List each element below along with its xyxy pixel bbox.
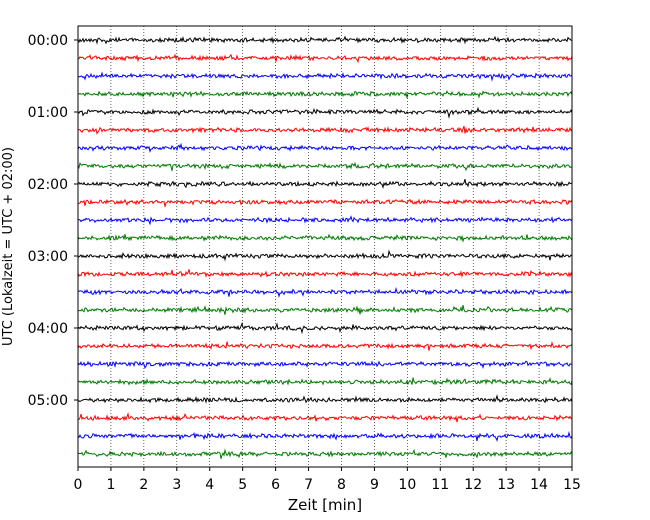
trace-line (77, 215, 573, 226)
x-tick-label: 1 (106, 477, 115, 493)
x-tick-label: 15 (563, 477, 581, 493)
y-axis: 00:00 01:00 02:00 03:00 04:00 05:00 (28, 33, 78, 409)
y-tick-label: 00:00 (28, 33, 68, 49)
trace-line (77, 125, 573, 135)
trace-line (77, 142, 573, 154)
x-tick-label: 3 (172, 477, 181, 493)
trace-line (77, 269, 573, 279)
x-tick-label: 6 (271, 477, 280, 493)
trace-line (77, 448, 573, 459)
trace-line (77, 161, 573, 172)
trace-line (77, 304, 573, 315)
y-tick-label: 03:00 (28, 249, 68, 265)
trace-line (77, 53, 573, 64)
x-tick-label: 5 (238, 477, 247, 493)
y-axis-label: UTC (Lokalzeit = UTC + 02:00) (1, 147, 16, 346)
trace-line (77, 233, 573, 243)
x-tick-label: 9 (370, 477, 379, 493)
plot-frame (77, 25, 573, 468)
trace-line (77, 377, 573, 386)
trace-line (77, 249, 573, 262)
y-tick-label: 04:00 (28, 321, 68, 337)
x-tick-label: 10 (398, 477, 416, 493)
y-tick-label: 02:00 (28, 177, 68, 193)
x-tick-label: 7 (304, 477, 313, 493)
x-tick-label: 12 (464, 477, 482, 493)
trace-line (77, 430, 573, 442)
trace-line (77, 360, 573, 370)
trace-line (77, 35, 573, 45)
x-tick-label: 2 (139, 477, 148, 493)
x-tick-label: 11 (431, 477, 449, 493)
x-tick-label: 14 (530, 477, 548, 493)
x-tick-label: 8 (337, 477, 346, 493)
trace-group (77, 35, 573, 459)
trace-line (77, 412, 573, 423)
trace-line (77, 71, 573, 82)
x-tick-label: 0 (74, 477, 83, 493)
trace-line (77, 394, 573, 404)
trace-line (77, 106, 573, 119)
trace-line (77, 322, 573, 335)
trace-line (77, 198, 573, 207)
y-tick-label: 01:00 (28, 105, 68, 121)
y-tick-label: 05:00 (28, 393, 68, 409)
x-tick-label: 4 (205, 477, 214, 493)
trace-line (77, 178, 573, 189)
trace-line (77, 90, 573, 99)
trace-line (77, 286, 573, 298)
x-axis-label: Zeit [min] (288, 496, 362, 514)
trace-line (77, 341, 573, 351)
x-tick-label: 13 (497, 477, 515, 493)
x-axis: 0 1 2 3 4 5 6 7 8 9 10 11 12 13 14 15 (74, 467, 581, 493)
